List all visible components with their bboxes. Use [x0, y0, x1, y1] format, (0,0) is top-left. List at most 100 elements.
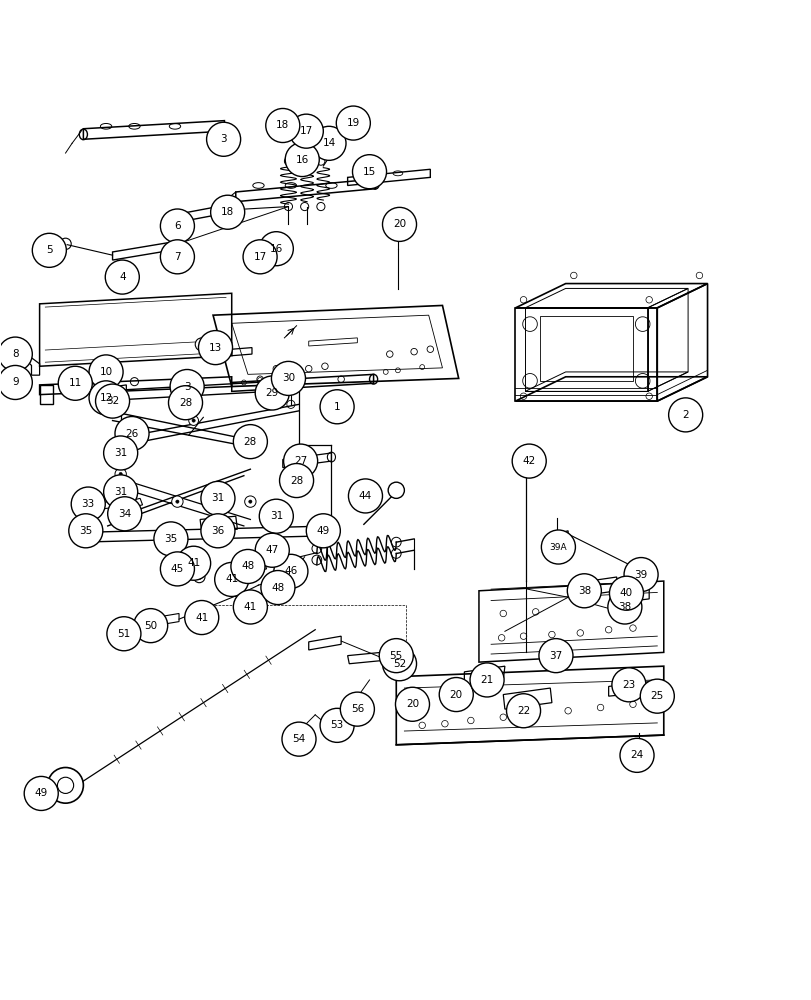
Circle shape: [48, 768, 84, 803]
Circle shape: [609, 576, 642, 610]
Circle shape: [104, 475, 138, 509]
Circle shape: [512, 444, 546, 478]
Circle shape: [265, 108, 299, 143]
Circle shape: [539, 639, 573, 673]
Text: 16: 16: [269, 244, 282, 254]
Circle shape: [119, 472, 122, 476]
Circle shape: [281, 722, 315, 756]
Text: 10: 10: [100, 367, 113, 377]
Circle shape: [131, 423, 144, 436]
Circle shape: [395, 222, 400, 227]
Circle shape: [607, 590, 642, 624]
Text: 8: 8: [12, 349, 19, 359]
Circle shape: [199, 342, 204, 347]
Circle shape: [348, 479, 382, 513]
Circle shape: [134, 609, 168, 643]
Text: 5: 5: [46, 245, 53, 255]
Polygon shape: [624, 592, 641, 601]
Circle shape: [439, 678, 473, 712]
Circle shape: [188, 416, 198, 425]
Circle shape: [204, 609, 215, 621]
Circle shape: [214, 562, 248, 596]
Circle shape: [176, 546, 210, 580]
Circle shape: [195, 338, 208, 351]
Circle shape: [470, 663, 504, 697]
Text: 20: 20: [449, 690, 462, 700]
Circle shape: [297, 454, 300, 457]
Text: 50: 50: [144, 621, 157, 631]
Circle shape: [171, 496, 182, 507]
Circle shape: [96, 384, 130, 418]
Text: 18: 18: [221, 207, 234, 217]
Circle shape: [0, 337, 32, 371]
Circle shape: [161, 240, 194, 274]
Circle shape: [233, 590, 267, 624]
Circle shape: [207, 613, 212, 618]
Circle shape: [94, 368, 99, 373]
Circle shape: [91, 365, 102, 376]
Circle shape: [624, 558, 657, 592]
Text: 31: 31: [211, 493, 225, 503]
Text: 48: 48: [241, 561, 254, 571]
Circle shape: [283, 444, 317, 478]
Circle shape: [242, 240, 277, 274]
Circle shape: [352, 155, 386, 189]
Circle shape: [200, 514, 234, 548]
Text: 19: 19: [346, 118, 359, 128]
Circle shape: [289, 114, 323, 148]
Circle shape: [395, 687, 429, 721]
Circle shape: [89, 355, 123, 389]
Text: 20: 20: [393, 219, 406, 229]
Text: 28: 28: [243, 437, 256, 447]
Circle shape: [320, 390, 354, 424]
Circle shape: [115, 494, 127, 506]
Circle shape: [233, 588, 238, 593]
Circle shape: [379, 639, 413, 673]
Circle shape: [0, 365, 32, 399]
Circle shape: [178, 250, 182, 254]
Text: 28: 28: [178, 398, 192, 408]
Circle shape: [506, 694, 540, 728]
Text: 31: 31: [114, 487, 127, 497]
Circle shape: [567, 574, 601, 608]
Text: 41: 41: [187, 558, 200, 568]
Text: 45: 45: [170, 564, 184, 574]
Text: 40: 40: [619, 588, 633, 598]
Circle shape: [210, 195, 244, 229]
Text: 22: 22: [517, 706, 530, 716]
Circle shape: [541, 530, 575, 564]
Text: 31: 31: [114, 448, 127, 458]
Text: 23: 23: [621, 680, 635, 690]
Circle shape: [108, 497, 142, 531]
Text: 26: 26: [125, 429, 139, 439]
Text: 38: 38: [577, 586, 590, 596]
Circle shape: [388, 482, 404, 498]
Text: 36: 36: [211, 526, 225, 536]
Circle shape: [24, 776, 58, 810]
Text: 17: 17: [253, 252, 266, 262]
Circle shape: [285, 143, 319, 177]
Circle shape: [271, 361, 305, 395]
Circle shape: [640, 679, 673, 713]
Circle shape: [148, 615, 158, 625]
Circle shape: [382, 647, 416, 681]
Circle shape: [517, 446, 534, 463]
Text: 48: 48: [271, 583, 284, 593]
Circle shape: [294, 451, 303, 460]
Text: 53: 53: [330, 720, 343, 730]
Text: 41: 41: [195, 613, 208, 623]
Circle shape: [71, 487, 105, 521]
Text: 39: 39: [633, 570, 647, 580]
Text: 44: 44: [358, 491, 371, 501]
Text: 20: 20: [406, 699, 418, 709]
Circle shape: [193, 571, 204, 583]
Circle shape: [306, 514, 340, 548]
Text: 4: 4: [119, 272, 126, 282]
Text: 33: 33: [82, 499, 95, 509]
Circle shape: [230, 549, 264, 583]
Text: 38: 38: [617, 602, 631, 612]
Text: 56: 56: [350, 704, 363, 714]
Text: 54: 54: [292, 734, 305, 744]
Circle shape: [230, 585, 241, 596]
Text: 7: 7: [174, 252, 181, 262]
